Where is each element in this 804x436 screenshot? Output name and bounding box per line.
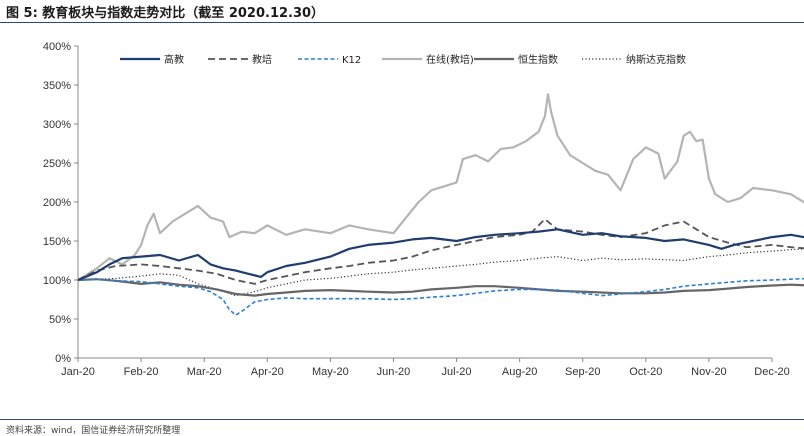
x-tick-label: Sep-20: [565, 366, 600, 378]
y-tick-label: 350%: [43, 80, 71, 92]
series-line-0: [77, 228, 804, 282]
x-tick-label: Apr-20: [251, 366, 284, 378]
y-tick-label: 100%: [43, 275, 71, 287]
x-tick-label: Nov-20: [691, 366, 726, 378]
x-tick-label: Feb-20: [124, 366, 159, 378]
x-tick-label: Jan-20: [61, 366, 95, 378]
y-tick-label: 300%: [43, 119, 71, 131]
y-tick-label: 200%: [43, 197, 71, 209]
x-tick-label: Jul-20: [442, 366, 472, 378]
legend-label-4: 恒生指数: [518, 53, 558, 66]
x-tick-label: Oct-20: [629, 366, 662, 378]
source-divider: [0, 419, 804, 420]
x-tick-label: Mar-20: [187, 366, 222, 378]
series-line-4: [77, 278, 804, 297]
x-tick-label: Dec-20: [754, 366, 789, 378]
series-line-1: [77, 218, 804, 285]
series-line-2: [77, 277, 804, 316]
source-note: 资料来源：wind，国信证券经济研究所整理: [6, 426, 181, 436]
legend-label-3: 在线(教培): [426, 53, 474, 66]
y-tick-label: 50%: [49, 314, 71, 326]
y-tick-label: 250%: [43, 158, 71, 170]
x-tick-label: Jun-20: [377, 366, 411, 378]
y-tick-label: 400%: [43, 41, 71, 53]
line-chart: 0% 50% 100% 150% 200% 250% 300% 350% 400% Jan-20 F…: [43, 41, 804, 378]
title-divider: [0, 22, 804, 23]
x-tick-label: Aug-20: [502, 366, 537, 378]
series-line-3: [77, 93, 804, 281]
y-tick-label: 0%: [55, 353, 71, 365]
x-tick-label: May-20: [312, 366, 349, 378]
legend-label-2: K12: [342, 55, 361, 66]
legend-label-0: 高教: [164, 53, 184, 66]
y-tick-label: 150%: [43, 236, 71, 248]
legend-label-1: 教培: [252, 53, 272, 66]
chart-title: 图 5: 教育板块与指数走势对比（截至 2020.12.30）: [6, 6, 325, 21]
legend-label-5: 纳斯达克指数: [626, 53, 686, 66]
